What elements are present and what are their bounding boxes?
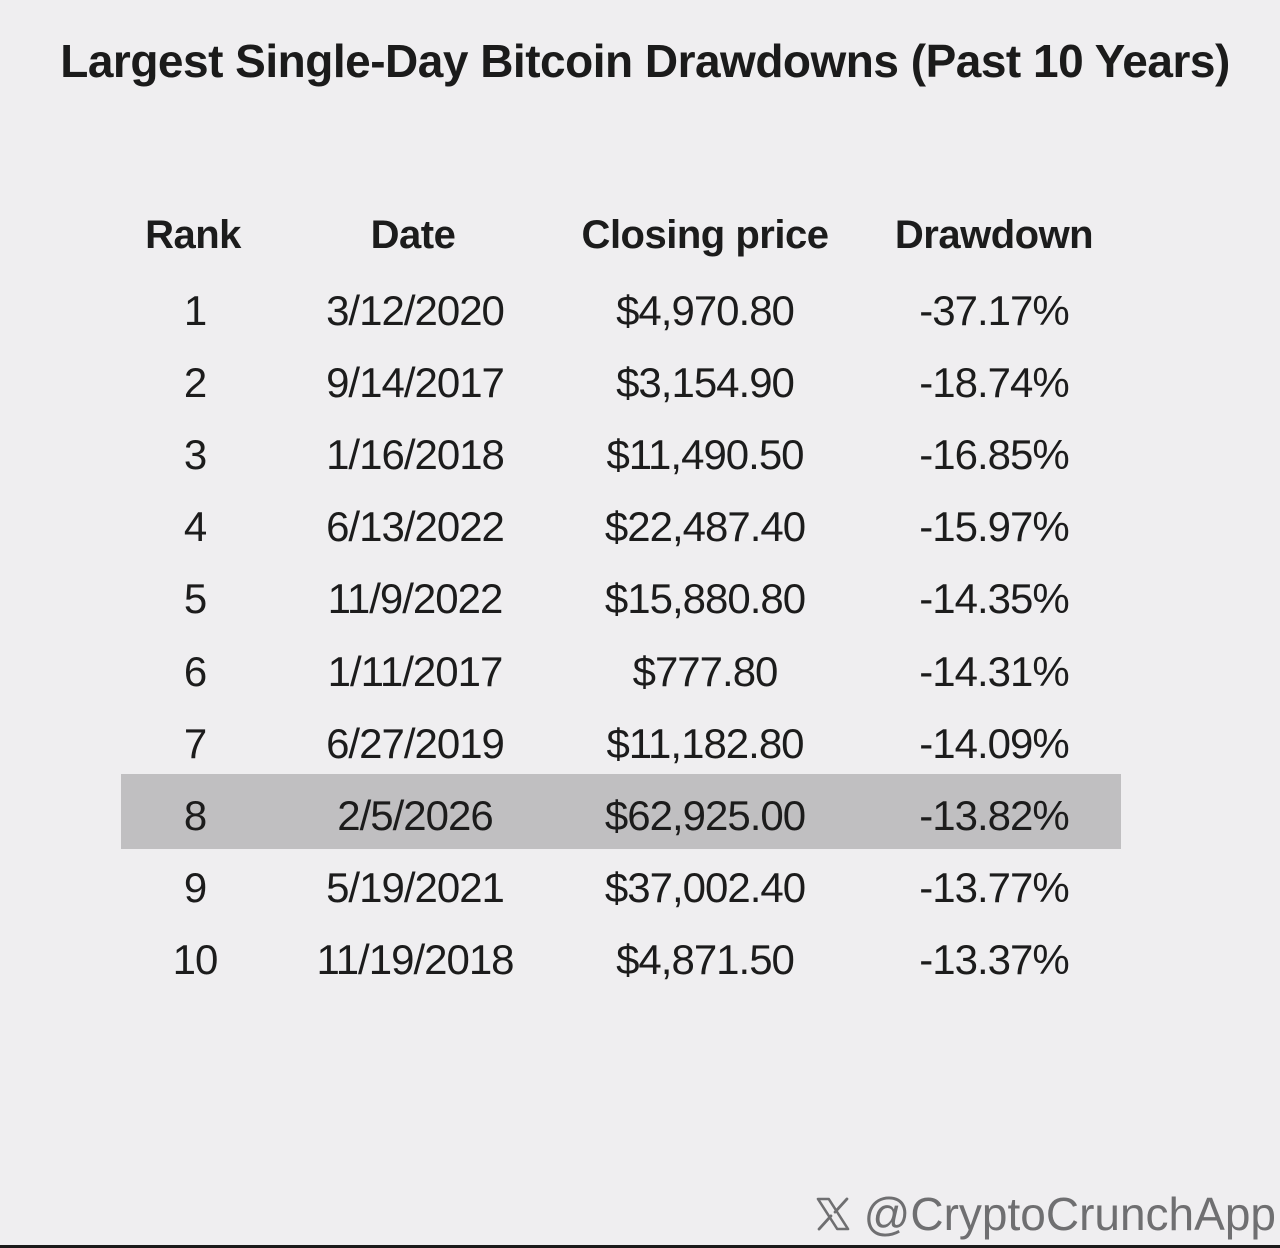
credit: @CryptoCrunchApp bbox=[814, 1186, 1276, 1242]
cell-rank: 6 bbox=[183, 648, 207, 695]
cell-date: 3/12/2020 bbox=[326, 287, 505, 334]
cell-drawdown: -13.82% bbox=[919, 792, 1069, 839]
cell-rank: 8 bbox=[183, 792, 207, 839]
cell-drawdown: -14.09% bbox=[919, 720, 1069, 767]
cell-closing-price: $777.80 bbox=[632, 648, 779, 695]
cell-rank: 4 bbox=[183, 503, 207, 550]
highlighted-row-background bbox=[121, 774, 1121, 849]
cell-date: 6/27/2019 bbox=[326, 720, 505, 767]
cell-drawdown: -14.35% bbox=[919, 575, 1069, 622]
cell-closing-price: $15,880.80 bbox=[604, 575, 806, 622]
cell-date: 11/9/2022 bbox=[327, 575, 504, 622]
cell-drawdown: -16.85% bbox=[919, 431, 1069, 478]
cell-closing-price: $3,154.90 bbox=[616, 359, 795, 406]
credit-handle: @CryptoCrunchApp bbox=[863, 1188, 1276, 1240]
cell-date: 11/19/2018 bbox=[316, 936, 514, 983]
cell-drawdown: -13.37% bbox=[919, 936, 1069, 983]
x-logo-icon bbox=[814, 1195, 852, 1233]
cell-drawdown: -18.74% bbox=[919, 359, 1069, 406]
column-header-date: Date bbox=[370, 213, 456, 257]
cell-drawdown: -37.17% bbox=[919, 287, 1069, 334]
cell-date: 5/19/2021 bbox=[326, 864, 505, 911]
cell-date: 9/14/2017 bbox=[326, 359, 505, 406]
cell-closing-price: $4,970.80 bbox=[616, 287, 795, 334]
column-header-closing-price: Closing price bbox=[581, 213, 829, 257]
cell-date: 1/16/2018 bbox=[326, 431, 505, 478]
cell-rank: 1 bbox=[183, 287, 207, 334]
cell-closing-price: $22,487.40 bbox=[604, 503, 806, 550]
cell-rank: 3 bbox=[183, 431, 207, 478]
cell-rank: 7 bbox=[183, 720, 207, 767]
cell-drawdown: -13.77% bbox=[919, 864, 1069, 911]
cell-rank: 2 bbox=[183, 359, 207, 406]
cell-date: 6/13/2022 bbox=[326, 503, 505, 550]
bottom-border bbox=[0, 1245, 1280, 1248]
cell-closing-price: $11,182.80 bbox=[606, 720, 804, 767]
cell-drawdown: -15.97% bbox=[919, 503, 1069, 550]
cell-rank: 10 bbox=[172, 936, 219, 983]
cell-closing-price: $4,871.50 bbox=[616, 936, 795, 983]
cell-date: 2/5/2026 bbox=[337, 792, 493, 839]
cell-date: 1/11/2017 bbox=[327, 648, 504, 695]
cell-rank: 5 bbox=[183, 575, 207, 622]
cell-drawdown: -14.31% bbox=[919, 648, 1069, 695]
column-header-drawdown: Drawdown bbox=[894, 213, 1094, 257]
cell-closing-price: $62,925.00 bbox=[604, 792, 806, 839]
cell-closing-price: $37,002.40 bbox=[604, 864, 806, 911]
cell-rank: 9 bbox=[183, 864, 207, 911]
column-header-rank: Rank bbox=[145, 213, 241, 257]
cell-closing-price: $11,490.50 bbox=[606, 431, 804, 478]
chart-title: Largest Single-Day Bitcoin Drawdowns (Pa… bbox=[60, 35, 1230, 87]
